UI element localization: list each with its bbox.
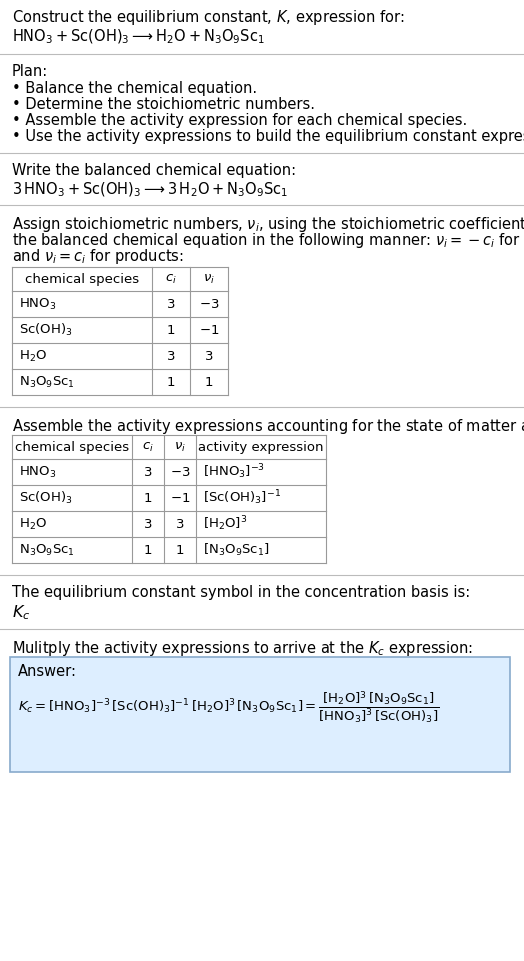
Text: Write the balanced chemical equation:: Write the balanced chemical equation:: [12, 163, 296, 178]
Text: • Determine the stoichiometric numbers.: • Determine the stoichiometric numbers.: [12, 97, 315, 112]
Text: • Assemble the activity expression for each chemical species.: • Assemble the activity expression for e…: [12, 113, 467, 128]
Text: • Use the activity expressions to build the equilibrium constant expression.: • Use the activity expressions to build …: [12, 129, 524, 144]
Text: $\mathrm{Sc(OH)_3}$: $\mathrm{Sc(OH)_3}$: [19, 490, 73, 506]
Text: 3: 3: [176, 518, 184, 530]
Text: $-3$: $-3$: [199, 298, 219, 310]
Text: $\nu_i$: $\nu_i$: [174, 440, 186, 454]
Text: $\mathrm{Sc(OH)_3}$: $\mathrm{Sc(OH)_3}$: [19, 322, 73, 338]
Text: 3: 3: [144, 518, 152, 530]
Text: Assign stoichiometric numbers, $\nu_i$, using the stoichiometric coefficients, $: Assign stoichiometric numbers, $\nu_i$, …: [12, 215, 524, 234]
Text: $K_c$: $K_c$: [12, 603, 30, 622]
Text: chemical species: chemical species: [15, 440, 129, 454]
Text: $\mathrm{N_3O_9Sc_1}$: $\mathrm{N_3O_9Sc_1}$: [19, 375, 75, 389]
Text: Answer:: Answer:: [18, 664, 77, 679]
Text: $\mathrm{3\,HNO_3 + Sc(OH)_3} \longrightarrow \mathrm{3\,H_2O + N_3O_9Sc_1}$: $\mathrm{3\,HNO_3 + Sc(OH)_3} \longright…: [12, 181, 288, 199]
Text: Construct the equilibrium constant, $K$, expression for:: Construct the equilibrium constant, $K$,…: [12, 8, 405, 27]
Text: 3: 3: [205, 350, 213, 362]
Text: 3: 3: [144, 465, 152, 479]
Text: $\mathrm{H_2O}$: $\mathrm{H_2O}$: [19, 516, 47, 531]
Text: $[\mathrm{Sc(OH)_3}]^{-1}$: $[\mathrm{Sc(OH)_3}]^{-1}$: [203, 488, 281, 507]
Text: 1: 1: [167, 376, 175, 388]
Text: the balanced chemical equation in the following manner: $\nu_i = -c_i$ for react: the balanced chemical equation in the fo…: [12, 231, 524, 250]
Text: Assemble the activity expressions accounting for the state of matter and $\nu_i$: Assemble the activity expressions accoun…: [12, 417, 524, 436]
Text: $\mathrm{HNO_3 + Sc(OH)_3} \longrightarrow \mathrm{H_2O + N_3O_9Sc_1}$: $\mathrm{HNO_3 + Sc(OH)_3} \longrightarr…: [12, 28, 265, 46]
Text: activity expression: activity expression: [198, 440, 324, 454]
Text: $-1$: $-1$: [170, 491, 190, 505]
Text: Plan:: Plan:: [12, 64, 48, 79]
Text: $-1$: $-1$: [199, 324, 219, 336]
Text: $[\mathrm{N_3O_9Sc_1}]$: $[\mathrm{N_3O_9Sc_1}]$: [203, 542, 269, 558]
Text: $[\mathrm{H_2O}]^3$: $[\mathrm{H_2O}]^3$: [203, 515, 247, 533]
Text: $[\mathrm{HNO_3}]^{-3}$: $[\mathrm{HNO_3}]^{-3}$: [203, 462, 265, 481]
Text: $c_i$: $c_i$: [142, 440, 154, 454]
FancyBboxPatch shape: [10, 657, 510, 772]
Text: $\mathrm{HNO_3}$: $\mathrm{HNO_3}$: [19, 464, 57, 480]
Text: $-3$: $-3$: [170, 465, 190, 479]
Text: The equilibrium constant symbol in the concentration basis is:: The equilibrium constant symbol in the c…: [12, 585, 470, 600]
Text: $\mathrm{HNO_3}$: $\mathrm{HNO_3}$: [19, 296, 57, 311]
Text: $\mathrm{H_2O}$: $\mathrm{H_2O}$: [19, 349, 47, 363]
Text: $c_i$: $c_i$: [165, 273, 177, 285]
Text: and $\nu_i = c_i$ for products:: and $\nu_i = c_i$ for products:: [12, 247, 184, 266]
Text: 1: 1: [167, 324, 175, 336]
Text: 3: 3: [167, 298, 175, 310]
Text: 3: 3: [167, 350, 175, 362]
Text: $\nu_i$: $\nu_i$: [203, 273, 215, 285]
Text: $K_c = [\mathrm{HNO_3}]^{-3}\,[\mathrm{Sc(OH)_3}]^{-1}\,[\mathrm{H_2O}]^3\,[\mat: $K_c = [\mathrm{HNO_3}]^{-3}\,[\mathrm{S…: [18, 690, 439, 727]
Text: $\mathrm{N_3O_9Sc_1}$: $\mathrm{N_3O_9Sc_1}$: [19, 542, 75, 557]
Text: • Balance the chemical equation.: • Balance the chemical equation.: [12, 81, 257, 96]
Text: chemical species: chemical species: [25, 273, 139, 285]
Text: 1: 1: [144, 544, 152, 556]
Text: 1: 1: [176, 544, 184, 556]
Text: 1: 1: [205, 376, 213, 388]
Text: Mulitply the activity expressions to arrive at the $K_c$ expression:: Mulitply the activity expressions to arr…: [12, 639, 473, 658]
Text: 1: 1: [144, 491, 152, 505]
